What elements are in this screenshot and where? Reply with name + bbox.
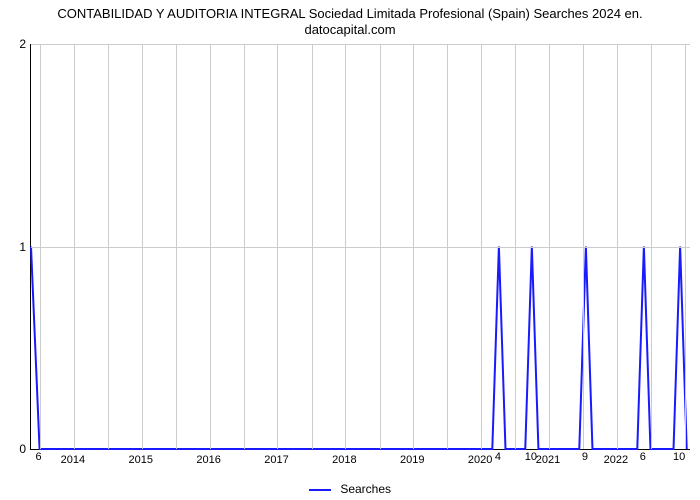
point-value-label: 6 xyxy=(36,451,42,463)
point-value-label: 6 xyxy=(640,451,646,463)
y-tick-label: 1 xyxy=(8,240,26,254)
x-tick-label: 2017 xyxy=(264,454,288,466)
legend-label: Searches xyxy=(340,482,391,496)
x-tick-label: 2020 xyxy=(468,454,492,466)
chart-title: CONTABILIDAD Y AUDITORIA INTEGRAL Socied… xyxy=(0,6,700,39)
gridline-vertical xyxy=(277,44,278,449)
gridline-vertical xyxy=(413,44,414,449)
x-tick-label: 2018 xyxy=(332,454,356,466)
x-tick-label: 2022 xyxy=(604,454,628,466)
gridline-vertical xyxy=(108,44,109,449)
gridline-vertical xyxy=(651,44,652,449)
gridline-vertical xyxy=(515,44,516,449)
x-tick-label: 2021 xyxy=(536,454,560,466)
x-tick-label: 2019 xyxy=(400,454,424,466)
gridline-vertical xyxy=(583,44,584,449)
x-tick-label: 2015 xyxy=(128,454,152,466)
gridline-vertical xyxy=(210,44,211,449)
gridline-vertical xyxy=(345,44,346,449)
gridline-vertical xyxy=(617,44,618,449)
gridline-vertical xyxy=(380,44,381,449)
point-value-label: 4 xyxy=(495,451,501,463)
point-value-label: 10 xyxy=(525,451,537,463)
legend: Searches xyxy=(0,482,700,496)
gridline-vertical xyxy=(481,44,482,449)
legend-swatch xyxy=(309,489,331,491)
gridline-vertical xyxy=(447,44,448,449)
point-value-label: 9 xyxy=(582,451,588,463)
gridline-vertical xyxy=(40,44,41,449)
gridline-vertical xyxy=(176,44,177,449)
gridline-horizontal xyxy=(31,247,690,248)
chart-title-line2: datocapital.com xyxy=(304,22,395,37)
series-path xyxy=(31,247,687,450)
gridline-vertical xyxy=(549,44,550,449)
plot-area xyxy=(30,44,690,450)
gridline-horizontal xyxy=(31,44,690,45)
x-tick-label: 2016 xyxy=(196,454,220,466)
y-tick-label: 2 xyxy=(8,37,26,51)
gridline-vertical xyxy=(142,44,143,449)
x-tick-label: 2014 xyxy=(61,454,85,466)
gridline-vertical xyxy=(685,44,686,449)
gridline-vertical xyxy=(74,44,75,449)
point-value-label: 10 xyxy=(673,451,685,463)
gridline-vertical xyxy=(244,44,245,449)
y-tick-label: 0 xyxy=(8,442,26,456)
chart-title-line1: CONTABILIDAD Y AUDITORIA INTEGRAL Socied… xyxy=(57,6,642,21)
gridline-vertical xyxy=(312,44,313,449)
chart-container: CONTABILIDAD Y AUDITORIA INTEGRAL Socied… xyxy=(0,0,700,500)
